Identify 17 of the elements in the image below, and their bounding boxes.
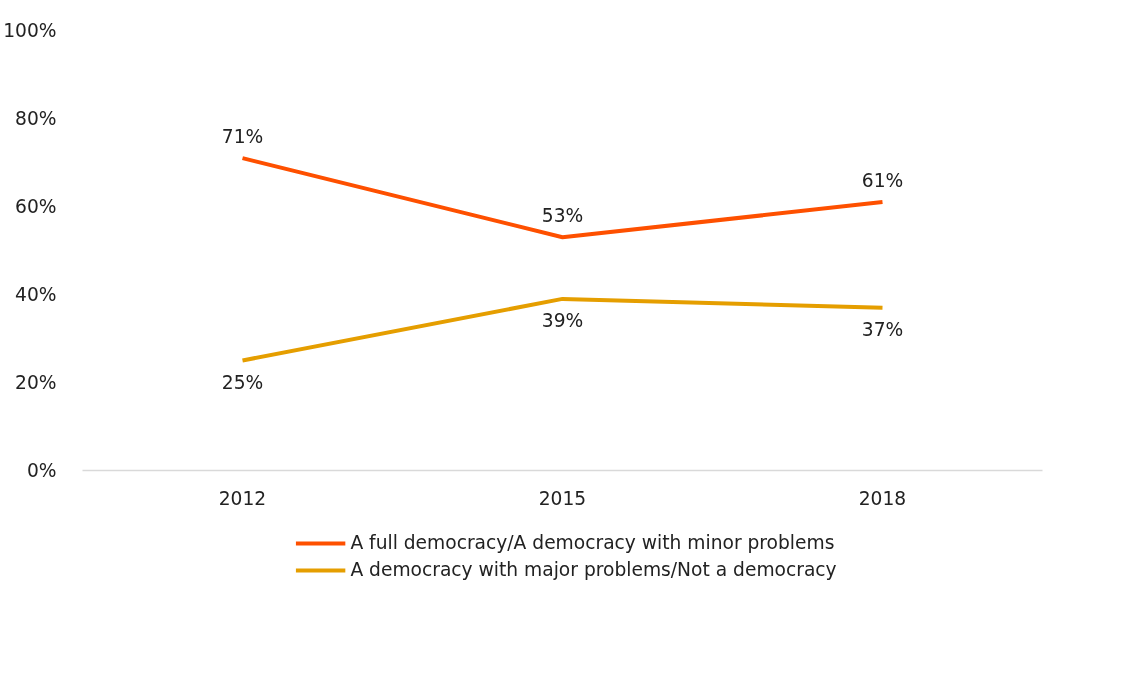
data-label: 53% <box>541 204 584 226</box>
x-tick-label: 2015 <box>538 487 587 509</box>
x-tick-label: 2012 <box>218 487 267 509</box>
data-label: 71% <box>221 125 264 147</box>
y-tick-label: 100% <box>3 20 57 41</box>
y-tick-label: 40% <box>15 284 57 305</box>
x-tick-label: 2018 <box>858 487 907 509</box>
y-tick-label: 0% <box>26 460 57 481</box>
legend-label: A democracy with major problems/Not a democracy <box>350 559 837 580</box>
data-label: 25% <box>221 372 264 393</box>
legend-label: A full democracy/A democracy with minor problems <box>350 532 835 553</box>
data-label: 39% <box>541 310 584 332</box>
y-tick-label: 20% <box>15 372 57 393</box>
y-tick-label: 80% <box>15 108 57 129</box>
data-label: 37% <box>861 319 904 341</box>
data-label: 61% <box>861 169 904 191</box>
y-tick-label: 60% <box>15 196 57 217</box>
